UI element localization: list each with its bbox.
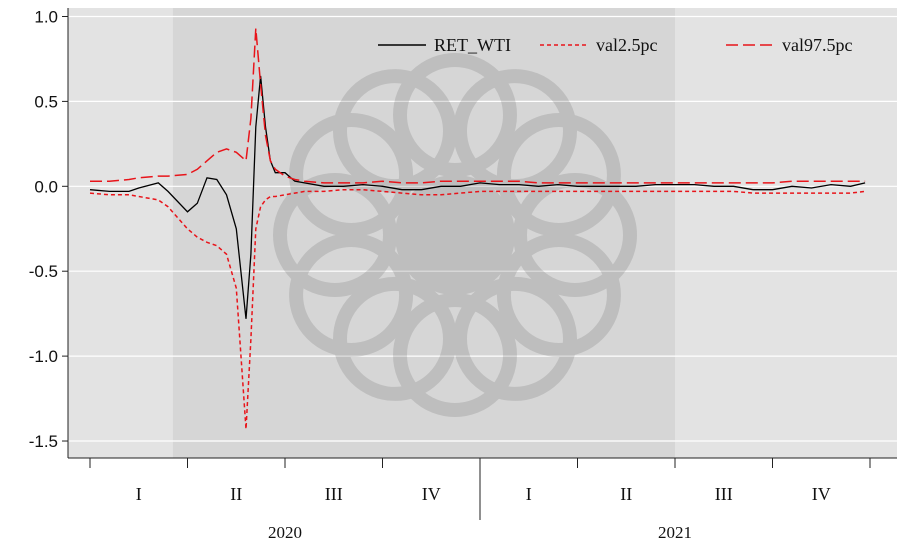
legend: RET_WTI val2.5pc val97.5pc xyxy=(378,35,852,55)
x-year-label: 2020 xyxy=(268,523,302,542)
legend-label: val97.5pc xyxy=(782,35,852,55)
x-quarter-label: II xyxy=(620,484,632,504)
legend-label: RET_WTI xyxy=(434,35,511,55)
x-quarter-label: III xyxy=(325,484,343,504)
y-tick-label: -1.0 xyxy=(29,347,58,366)
y-tick-label: 0.5 xyxy=(34,92,58,111)
x-quarter-label: III xyxy=(715,484,733,504)
y-tick-label: -0.5 xyxy=(29,262,58,281)
y-tick-label: 0.0 xyxy=(34,177,58,196)
x-quarter-label: II xyxy=(230,484,242,504)
y-tick-label: 1.0 xyxy=(34,7,58,26)
x-quarter-label: IV xyxy=(422,484,441,504)
y-tick-label: -1.5 xyxy=(29,432,58,451)
x-quarter-label: I xyxy=(526,484,532,504)
legend-label: val2.5pc xyxy=(596,35,657,55)
x-quarter-label: IV xyxy=(812,484,831,504)
x-quarter-label: I xyxy=(136,484,142,504)
x-year-label: 2021 xyxy=(658,523,692,542)
